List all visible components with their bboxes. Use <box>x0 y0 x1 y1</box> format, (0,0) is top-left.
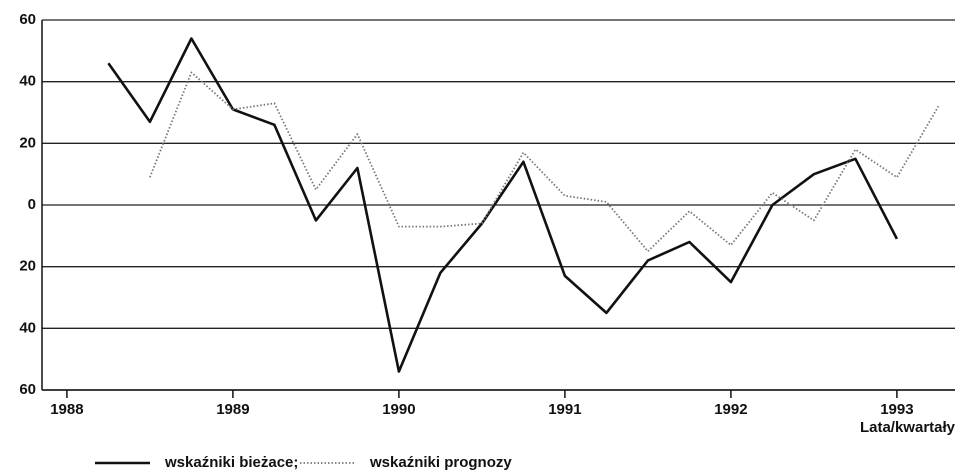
x-tick-label: 1992 <box>714 401 747 418</box>
y-tick-label: 20 <box>19 258 36 275</box>
x-tick-label: 1991 <box>548 401 581 418</box>
series-line <box>149 71 940 253</box>
y-tick-label: 40 <box>19 319 36 336</box>
y-tick-label: 0 <box>28 196 36 213</box>
x-tick-label: 1993 <box>880 401 913 418</box>
series-line <box>107 37 899 373</box>
y-tick-label: 60 <box>19 381 36 398</box>
y-tick-label: 20 <box>19 134 36 151</box>
x-axis-label: Lata/kwartały <box>860 419 956 436</box>
legend-label: wskaźniki bieżace; <box>164 454 298 471</box>
x-tick-label: 1988 <box>50 401 83 418</box>
legend-label: wskaźniki prognozy <box>369 454 512 471</box>
y-tick-label: 40 <box>19 73 36 90</box>
y-tick-label: 60 <box>19 11 36 28</box>
x-tick-label: 1989 <box>216 401 249 418</box>
x-tick-label: 1990 <box>382 401 415 418</box>
